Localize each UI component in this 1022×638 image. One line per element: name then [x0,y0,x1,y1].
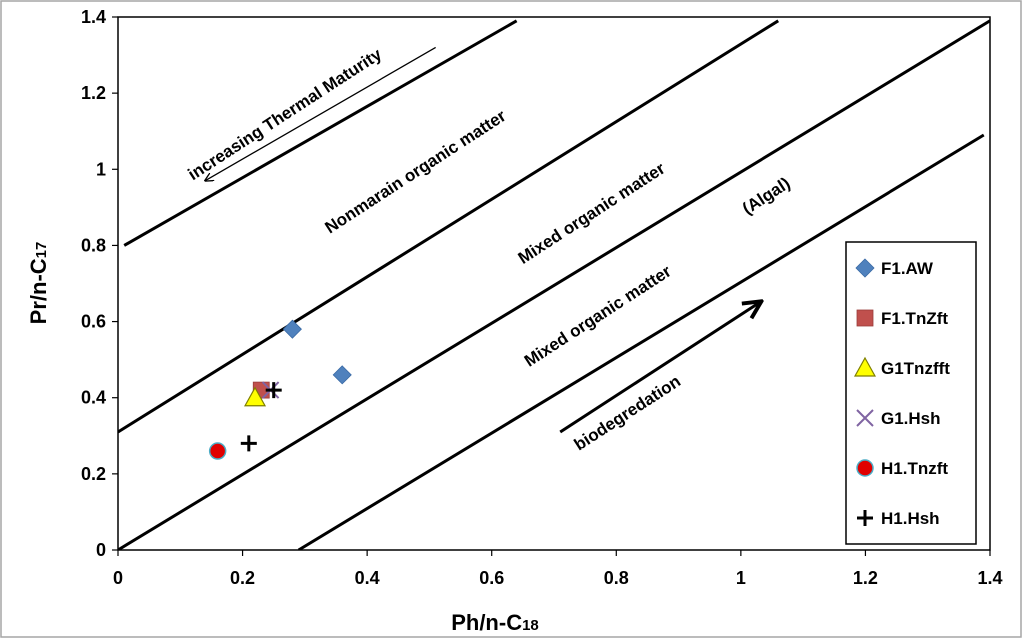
legend-label: G1.Hsh [881,409,941,428]
legend-marker [856,309,874,327]
legend-label: H1.Tnzft [881,459,948,478]
y-tick-label: 1.2 [81,83,106,103]
boundary-line-1 [123,19,518,247]
data-points [208,319,352,460]
x-tick-label: 0.8 [604,568,629,588]
thermal-maturity-arrow [205,46,436,180]
data-point-f1-aw [282,319,302,339]
x-tick-label: 0 [113,568,123,588]
legend-marker [853,356,877,377]
legend-marker [856,459,874,477]
data-point-h1-hsh [265,382,282,399]
legend-label: F1.AW [881,259,934,278]
plot-border [117,16,991,551]
legend: F1.AW F1.TnZft G1Tnzfft G1.Hsh H1.Tnzft H1.Hs… [845,241,977,545]
biodegradation-arrow [559,303,759,434]
y-tick-label: 1 [96,159,106,179]
y-tick-label: 0.8 [81,235,106,255]
x-tick-label: 0.6 [479,568,504,588]
data-point-f1-aw [332,365,352,385]
legend-label: H1.Hsh [881,509,940,528]
legend-marker [857,510,873,526]
y-tick-label: 0.2 [81,464,106,484]
data-point-h1-tnzft [208,442,227,460]
y-tick-label: 0.6 [81,312,106,332]
legend-label: F1.TnZft [881,309,948,328]
x-axis-title: Ph/n-C18 [451,610,539,635]
data-point-g1tnzfft [244,386,267,407]
y-tick-label: 1.4 [81,7,106,27]
boundary-line-4 [297,133,985,550]
legend-marker [856,409,874,427]
y-tick-label: 0.4 [81,388,106,408]
x-tick-label: 1.2 [853,568,878,588]
boundary-line-2 [118,19,780,434]
x-tick-label: 1 [736,568,746,588]
boundary-lines [118,19,990,550]
x-tick-label: 1.4 [977,568,1002,588]
axes: 0 0.2 0.4 0.6 0.8 1 1.2 1.4 0 0.2 0.4 0.6 0.8 1 1.2 1.4 [81,7,1003,588]
y-tick-label: 0 [96,540,106,560]
plot-area [117,16,991,551]
data-point-h1-hsh [240,435,257,452]
y-axis-title: Pr/n-C17 [26,242,51,325]
legend-marker [855,258,875,278]
legend-label: G1Tnzfft [881,359,950,378]
x-tick-label: 0.4 [355,568,380,588]
boundary-line-3 [118,19,990,550]
legend-box [845,241,977,545]
x-tick-label: 0.2 [230,568,255,588]
